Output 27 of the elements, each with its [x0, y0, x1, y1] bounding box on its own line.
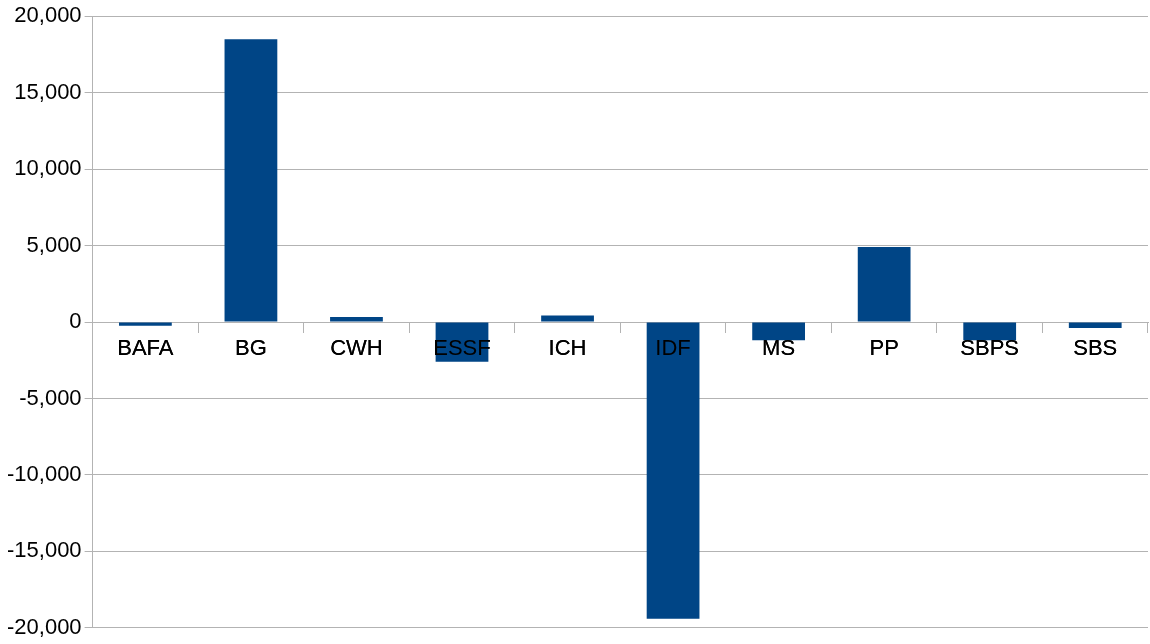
x-tick-label: SBS — [1073, 335, 1118, 361]
x-tick-label: BAFA — [117, 335, 174, 361]
y-tick-label: -15,000 — [6, 537, 82, 563]
x-tick-label: ICH — [548, 335, 587, 361]
x-tick-label: CWH — [330, 335, 383, 361]
y-tick-label: 15,000 — [14, 78, 82, 104]
x-tick-label: PP — [869, 335, 899, 361]
bar — [224, 39, 278, 322]
bar — [963, 322, 1017, 341]
x-tick-label: BG — [235, 335, 267, 361]
x-tick-label: IDF — [655, 335, 691, 361]
y-tick-label: 5,000 — [26, 231, 82, 257]
y-tick-label: 10,000 — [14, 155, 82, 181]
x-tick-label: MS — [762, 335, 796, 361]
bar — [541, 315, 594, 322]
x-tick-label: SBPS — [960, 335, 1020, 361]
y-tick-label: 20,000 — [14, 2, 82, 28]
y-tick-label: -10,000 — [6, 460, 82, 486]
y-tick-label: 0 — [69, 308, 82, 334]
bar — [119, 322, 172, 326]
y-tick-label: -5,000 — [19, 384, 82, 410]
bar — [857, 247, 911, 322]
bar — [646, 322, 700, 619]
bar — [752, 322, 805, 341]
bar — [1068, 322, 1122, 329]
y-tick-label: -20,000 — [6, 613, 82, 639]
bar — [330, 316, 383, 322]
